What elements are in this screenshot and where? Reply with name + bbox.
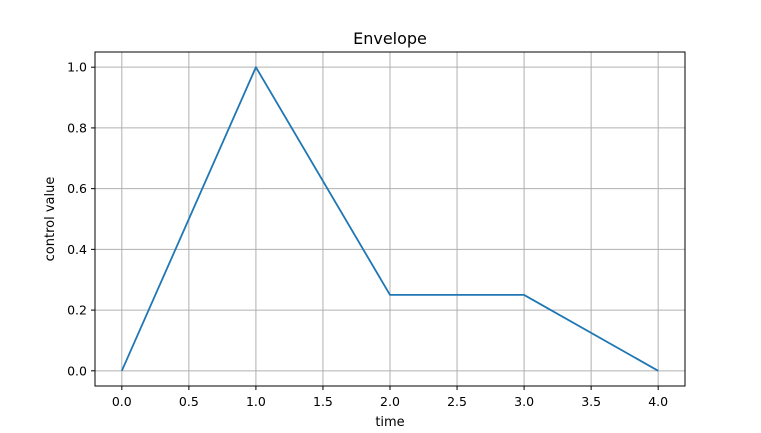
chart-title: Envelope [353, 29, 427, 48]
x-tick-label: 1.0 [246, 394, 266, 409]
x-tick-label: 3.5 [581, 394, 601, 409]
x-tick-label: 2.5 [447, 394, 467, 409]
x-tick-label: 0.5 [179, 394, 199, 409]
series-layer [120, 66, 659, 372]
x-tick-label: 0.0 [112, 394, 132, 409]
y-tick-label: 0.8 [67, 120, 87, 135]
grid [95, 52, 685, 386]
y-axis-ticks: 0.0 0.2 0.4 0.6 0.8 1.0 [67, 60, 95, 378]
y-tick-label: 0.4 [67, 242, 87, 257]
x-tick-label: 1.5 [313, 394, 333, 409]
y-tick-label: 0.0 [67, 363, 87, 378]
x-tick-label: 2.0 [380, 394, 400, 409]
series-line [120, 66, 659, 372]
y-tick-label: 1.0 [67, 60, 87, 75]
x-tick-label: 3.0 [514, 394, 534, 409]
y-axis-label: control value [43, 177, 58, 262]
x-axis-ticks: 0.0 0.5 1.0 1.5 2.0 2.5 3.0 3.5 4.0 [112, 386, 668, 409]
y-tick-label: 0.2 [67, 303, 87, 318]
y-tick-label: 0.6 [67, 181, 87, 196]
x-tick-label: 4.0 [648, 394, 668, 409]
x-axis-label: time [375, 415, 404, 430]
